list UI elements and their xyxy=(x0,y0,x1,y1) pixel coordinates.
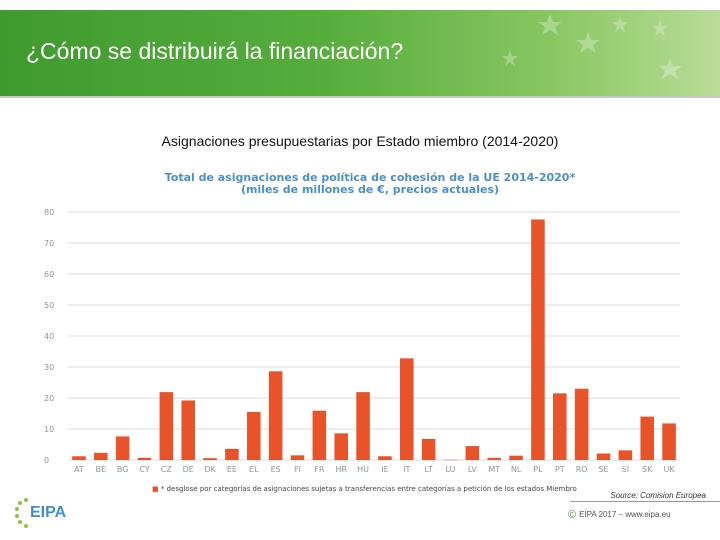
bar-lv xyxy=(465,446,480,460)
x-tick-label: LU xyxy=(446,465,456,474)
bar-pl xyxy=(531,219,545,460)
y-tick-label: 80 xyxy=(44,208,54,217)
footnote-marker: ■ xyxy=(152,485,159,493)
x-tick-label: SK xyxy=(642,465,653,474)
bar-be xyxy=(94,452,108,460)
copyright-icon: © xyxy=(568,509,577,521)
star-icon xyxy=(658,58,682,79)
x-tick-label: PL xyxy=(533,465,543,474)
x-tick-label: CY xyxy=(139,465,149,474)
bar-at xyxy=(72,456,86,460)
bar-pt xyxy=(553,393,567,460)
stars-decoration xyxy=(502,14,682,79)
y-tick-label: 20 xyxy=(44,394,54,403)
x-tick-label: FI xyxy=(294,465,301,474)
x-tick-label: BE xyxy=(96,465,107,474)
x-tick-label: ES xyxy=(271,465,281,474)
y-tick-label: 70 xyxy=(44,239,54,248)
bar-fi xyxy=(290,455,305,460)
star-icon xyxy=(576,32,600,53)
star-icon xyxy=(652,20,668,36)
eipa-logo-stars-icon xyxy=(15,498,28,528)
star-icon xyxy=(502,50,518,66)
x-tick-label: DK xyxy=(204,465,216,474)
bar-cy xyxy=(137,457,152,460)
x-tick-label: IE xyxy=(381,465,388,474)
source-divider xyxy=(570,501,720,502)
bar-hr xyxy=(334,433,348,460)
x-tick-label: EL xyxy=(249,465,259,474)
x-tick-label: AT xyxy=(74,465,84,474)
x-tick-label: NL xyxy=(511,465,522,474)
bar-ee xyxy=(225,448,239,460)
bar-nl xyxy=(509,455,523,460)
y-tick-label: 10 xyxy=(44,425,54,434)
y-tick-label: 30 xyxy=(44,363,54,372)
x-tick-label: HR xyxy=(335,465,347,474)
bar-chart: 0 10 20 30 40 50 60 70 80 AT BE BG CY CZ DE DK EE EL ES FI… xyxy=(44,208,680,474)
y-axis-ticks: 0 10 20 30 40 50 60 70 80 xyxy=(44,208,54,465)
chart-subtitle-heading: Asignaciones presupuestarias por Estado … xyxy=(161,133,559,149)
x-tick-label: LT xyxy=(425,465,433,474)
bar-ro xyxy=(574,388,589,460)
bar-mt xyxy=(487,457,501,460)
bar-uk xyxy=(662,423,676,460)
x-tick-label: HU xyxy=(357,465,369,474)
bar-bg xyxy=(115,436,130,460)
x-tick-label: UK xyxy=(664,465,676,474)
slide-title: ¿Cómo se distribuirá la financiación? xyxy=(26,38,404,64)
x-tick-label: SI xyxy=(622,465,629,474)
y-tick-label: 60 xyxy=(44,270,54,279)
chart-title: Total de asignaciones de política de coh… xyxy=(164,171,576,184)
bar-se xyxy=(596,453,611,460)
x-tick-label: MT xyxy=(488,465,500,474)
star-icon xyxy=(612,16,628,32)
y-tick-label: 0 xyxy=(44,456,49,465)
bar-dk xyxy=(203,458,217,460)
x-tick-label: PT xyxy=(555,465,565,474)
x-tick-label: RO xyxy=(576,465,588,474)
title-banner: ¿Cómo se distribuirá la financiación? xyxy=(0,10,720,98)
bar-cz xyxy=(159,392,174,460)
x-tick-label: EE xyxy=(227,465,237,474)
bar-lu xyxy=(443,459,458,461)
y-tick-label: 40 xyxy=(44,332,54,341)
bar-si xyxy=(618,450,633,460)
bar-series xyxy=(72,219,676,461)
x-tick-label: IT xyxy=(403,465,410,474)
x-tick-label: BG xyxy=(117,465,129,474)
source-note: Source: Comision Europea xyxy=(610,491,706,500)
bar-el xyxy=(247,411,261,460)
copyright-text: EIPA 2017 – www.eipa.eu xyxy=(579,510,671,519)
bar-lt xyxy=(421,438,436,460)
x-tick-label: CZ xyxy=(161,465,173,474)
chart-footnote: ■ * desglose por categorías de asignacio… xyxy=(152,485,577,493)
x-tick-label: LV xyxy=(468,465,478,474)
copyright: © EIPA 2017 – www.eipa.eu xyxy=(568,509,671,521)
y-tick-label: 50 xyxy=(44,301,54,310)
bar-fr xyxy=(312,410,327,460)
x-axis-labels: AT BE BG CY CZ DE DK EE EL ES FI FR HR HU IE IT LT LU LV MT… xyxy=(74,465,675,474)
eipa-logo-text: EIPA xyxy=(30,504,67,521)
bar-es xyxy=(268,371,283,460)
footnote-text: * desglose por categorías de asignacione… xyxy=(160,485,577,493)
x-tick-label: FR xyxy=(314,465,325,474)
chart-title-block: Total de asignaciones de política de coh… xyxy=(120,172,620,196)
x-tick-label: DE xyxy=(183,465,194,474)
star-icon xyxy=(538,14,562,35)
bar-hu xyxy=(356,392,370,460)
bar-sk xyxy=(640,416,654,460)
chart-units: (miles de millones de €, precios actuale… xyxy=(240,183,500,196)
bar-ie xyxy=(378,456,392,460)
bar-it xyxy=(400,358,414,460)
x-tick-label: SE xyxy=(598,465,608,474)
bar-de xyxy=(181,400,195,460)
